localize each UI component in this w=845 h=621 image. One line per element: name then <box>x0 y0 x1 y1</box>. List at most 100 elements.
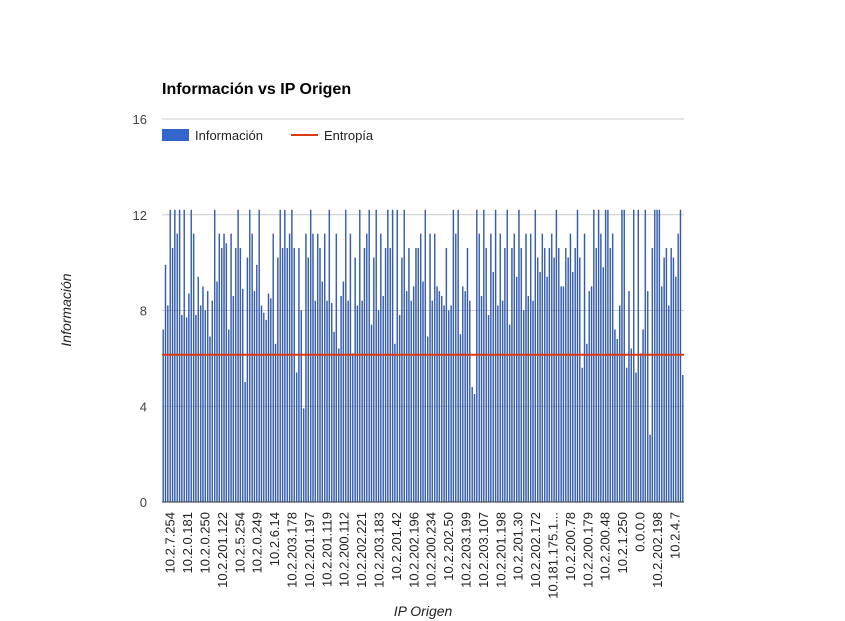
bar[interactable] <box>211 300 214 503</box>
bar[interactable] <box>551 233 553 503</box>
bar[interactable] <box>623 209 625 503</box>
bar[interactable] <box>202 286 204 503</box>
bar[interactable] <box>569 233 572 503</box>
bar[interactable] <box>574 248 576 503</box>
bar[interactable] <box>361 300 363 503</box>
bar[interactable] <box>539 272 541 503</box>
bar[interactable] <box>223 233 225 503</box>
bar[interactable] <box>412 286 415 503</box>
bar[interactable] <box>403 209 405 503</box>
bar[interactable] <box>459 334 462 503</box>
bar[interactable] <box>340 295 342 503</box>
bar[interactable] <box>621 209 623 503</box>
bar[interactable] <box>473 394 476 503</box>
bar[interactable] <box>485 248 487 503</box>
bar[interactable] <box>611 233 614 503</box>
bar[interactable] <box>515 276 518 503</box>
bar[interactable] <box>483 209 485 503</box>
bar[interactable] <box>675 276 677 503</box>
bar[interactable] <box>345 209 347 503</box>
bar[interactable] <box>593 209 595 503</box>
bar[interactable] <box>293 248 295 503</box>
bar[interactable] <box>544 248 546 503</box>
bar[interactable] <box>497 305 499 503</box>
bar[interactable] <box>394 343 396 503</box>
bar[interactable] <box>431 300 434 503</box>
bar[interactable] <box>679 209 682 503</box>
bar[interactable] <box>169 209 171 503</box>
bar[interactable] <box>656 209 658 503</box>
bar[interactable] <box>487 315 490 503</box>
bar[interactable] <box>476 209 478 503</box>
bar[interactable] <box>218 233 221 503</box>
bar[interactable] <box>654 209 656 503</box>
bar[interactable] <box>398 315 401 503</box>
bar[interactable] <box>178 209 181 503</box>
bar[interactable] <box>527 295 530 503</box>
bar[interactable] <box>375 209 377 503</box>
bar[interactable] <box>237 209 239 503</box>
bar[interactable] <box>672 257 675 503</box>
bar[interactable] <box>436 286 438 503</box>
bar[interactable] <box>272 233 274 503</box>
bar[interactable] <box>281 248 284 503</box>
bar[interactable] <box>630 348 633 503</box>
bar[interactable] <box>408 248 410 503</box>
bar[interactable] <box>270 298 272 503</box>
bar[interactable] <box>183 209 185 503</box>
bar[interactable] <box>607 209 609 503</box>
bar[interactable] <box>415 248 417 503</box>
bar[interactable] <box>277 257 279 503</box>
bar[interactable] <box>469 300 471 503</box>
bar[interactable] <box>391 209 394 503</box>
bar[interactable] <box>373 257 375 503</box>
bar[interactable] <box>347 300 349 503</box>
bar[interactable] <box>366 233 368 503</box>
bar[interactable] <box>455 233 457 503</box>
bar[interactable] <box>291 209 293 503</box>
bar[interactable] <box>548 248 551 503</box>
bar[interactable] <box>195 315 197 503</box>
bar[interactable] <box>263 312 265 503</box>
bar[interactable] <box>534 209 537 503</box>
bar[interactable] <box>637 209 640 503</box>
bar[interactable] <box>331 303 333 503</box>
bar[interactable] <box>298 248 300 503</box>
bar[interactable] <box>312 233 314 503</box>
bar[interactable] <box>370 324 373 503</box>
bar[interactable] <box>670 248 672 503</box>
bar[interactable] <box>616 339 618 503</box>
bar[interactable] <box>445 248 448 503</box>
bar[interactable] <box>665 248 668 503</box>
bar[interactable] <box>253 291 256 503</box>
bar[interactable] <box>242 288 244 503</box>
bar[interactable] <box>464 291 466 503</box>
bar[interactable] <box>462 286 464 503</box>
bar[interactable] <box>384 248 387 503</box>
bar[interactable] <box>443 305 445 503</box>
bar[interactable] <box>504 248 506 503</box>
bar[interactable] <box>286 248 288 503</box>
bar[interactable] <box>235 248 237 503</box>
bar[interactable] <box>635 372 637 503</box>
bar[interactable] <box>417 248 419 503</box>
bar[interactable] <box>302 408 305 503</box>
bar[interactable] <box>405 291 408 503</box>
bar[interactable] <box>597 209 600 503</box>
bar[interactable] <box>171 248 174 503</box>
bar[interactable] <box>342 281 345 503</box>
bar[interactable] <box>368 209 370 503</box>
bar[interactable] <box>314 300 316 503</box>
bar[interactable] <box>295 372 298 503</box>
bar[interactable] <box>581 367 583 503</box>
bar[interactable] <box>338 348 340 503</box>
bar[interactable] <box>387 209 389 503</box>
bar[interactable] <box>354 257 356 503</box>
bar[interactable] <box>221 248 223 503</box>
bar[interactable] <box>324 233 326 503</box>
bar[interactable] <box>640 353 642 503</box>
bar[interactable] <box>658 209 661 503</box>
bar[interactable] <box>213 209 216 503</box>
bar[interactable] <box>490 233 492 503</box>
bar[interactable] <box>410 300 412 503</box>
